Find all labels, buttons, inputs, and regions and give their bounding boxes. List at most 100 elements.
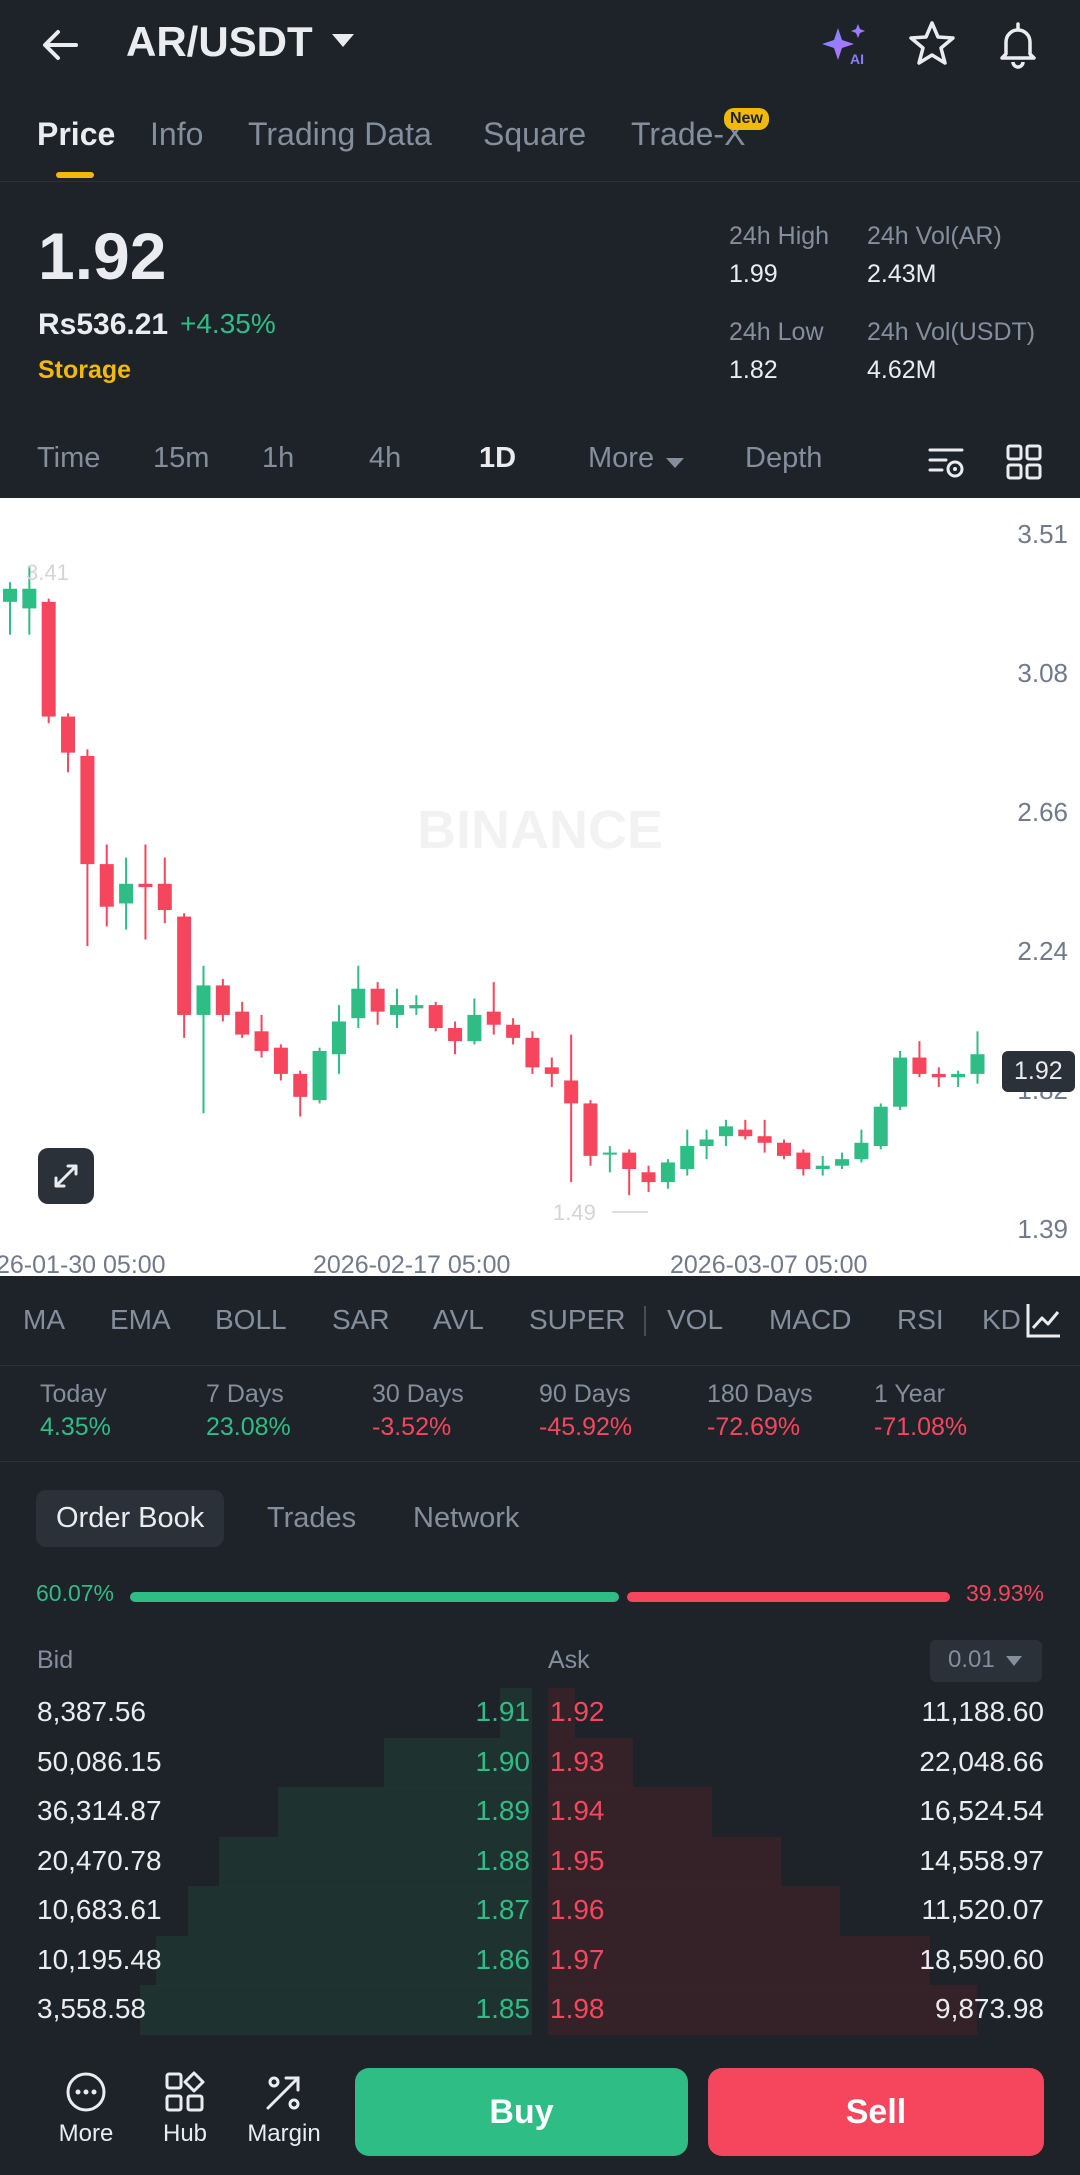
candle-body <box>312 1050 327 1101</box>
indicator-bar: MA EMA BOLL SAR AVL SUPER VOL MACD RSI K… <box>0 1278 1080 1366</box>
tf-more[interactable]: More <box>588 442 655 474</box>
bid-qty: 36,314.87 <box>37 1795 162 1826</box>
last-price-tag: 1.92 <box>1002 1051 1075 1092</box>
bid-price: 1.88 <box>475 1844 531 1876</box>
favorite-star-icon[interactable] <box>906 18 958 70</box>
ask-price: 1.96 <box>550 1894 605 1925</box>
candle-body <box>351 988 366 1019</box>
indicator-kd[interactable]: KD <box>982 1304 1021 1335</box>
x-tick: 26-01-30 05:00 <box>0 1251 166 1276</box>
tf-1d[interactable]: 1D <box>479 442 517 474</box>
candle-body <box>641 1172 656 1183</box>
indicator-boll[interactable]: BOLL <box>215 1304 287 1335</box>
indicator-settings-icon[interactable] <box>1024 1300 1064 1340</box>
ask-depth-bar <box>548 1985 978 2035</box>
orderbook-row[interactable]: 50,086.15 1.90 1.93 22,048.66 <box>0 1737 1080 1788</box>
nav-margin[interactable]: Margin <box>239 2070 329 2148</box>
nav-hub[interactable]: Hub <box>140 2070 230 2148</box>
candle-body <box>138 883 153 888</box>
bid-depth-bar <box>500 1688 532 1738</box>
more-caret-icon <box>666 458 684 468</box>
candle-body <box>157 883 172 911</box>
price-change: +4.35% <box>180 308 276 339</box>
indicator-sar[interactable]: SAR <box>332 1304 390 1335</box>
tab-trading-data[interactable]: Trading Data <box>248 116 432 152</box>
tab-info[interactable]: Info <box>150 116 204 152</box>
grid-layout-icon[interactable] <box>1004 442 1044 482</box>
fullscreen-expand-button[interactable] <box>38 1148 94 1204</box>
y-tick: 2.24 <box>1017 936 1068 966</box>
tab-square[interactable]: Square <box>483 116 587 152</box>
depth-value: 0.01 <box>948 1646 995 1673</box>
header: AR/USDT AI <box>0 0 1080 90</box>
candle-body <box>409 1005 424 1009</box>
pair-dropdown-caret-icon[interactable] <box>332 34 354 47</box>
pair-title[interactable]: AR/USDT <box>126 18 313 65</box>
candlestick-chart[interactable]: BINANCE 3.51 3.08 2.66 2.24 1.82 1.39 26… <box>0 498 1080 1276</box>
candle-body <box>428 1005 443 1029</box>
bell-icon[interactable] <box>992 18 1044 70</box>
candle-body <box>273 1047 288 1074</box>
orderbook-row[interactable]: 8,387.56 1.91 1.92 11,188.60 <box>0 1688 1080 1738</box>
orderbook-row[interactable]: 20,470.78 1.88 1.95 14,558.97 <box>0 1836 1080 1887</box>
buy-button[interactable]: Buy <box>355 2068 688 2156</box>
indicator-vol[interactable]: VOL <box>667 1304 724 1335</box>
sell-button[interactable]: Sell <box>708 2068 1044 2156</box>
ask-depth-bar <box>548 1886 840 1936</box>
indicator-ema[interactable]: EMA <box>110 1304 171 1335</box>
perf-value: -45.92% <box>539 1413 633 1441</box>
orderbook-row[interactable]: 3,558.58 1.85 1.98 9,873.98 <box>0 1985 1080 2035</box>
ai-sparkle-icon[interactable]: AI <box>820 20 872 68</box>
nav-more[interactable]: More <box>41 2070 131 2148</box>
expand-icon <box>54 1164 78 1188</box>
category-tag[interactable]: Storage <box>38 356 132 384</box>
tab-network[interactable]: Network <box>413 1502 520 1534</box>
bid-qty: 10,683.61 <box>37 1894 162 1925</box>
tf-time[interactable]: Time <box>37 442 101 474</box>
candle-body <box>370 988 385 1012</box>
tab-price[interactable]: Price <box>37 116 116 152</box>
low-label: 24h Low <box>729 318 824 346</box>
perf-value: -72.69% <box>707 1413 801 1441</box>
perf-1y: 1 Year -71.08% <box>874 1380 967 1442</box>
orderbook-row[interactable]: 10,683.61 1.87 1.96 11,520.07 <box>0 1886 1080 1936</box>
candle-body <box>583 1103 598 1156</box>
perf-30d: 30 Days -3.52% <box>372 1380 464 1442</box>
chart-settings-icon[interactable] <box>926 442 966 482</box>
perf-value: -71.08% <box>874 1413 968 1441</box>
new-badge: New <box>724 108 769 130</box>
indicator-ma[interactable]: MA <box>23 1304 65 1335</box>
ask-price: 1.93 <box>550 1745 605 1777</box>
orderbook-row[interactable]: 36,314.87 1.89 1.94 16,524.54 <box>0 1787 1080 1837</box>
ask-price: 1.95 <box>550 1844 605 1876</box>
tf-depth[interactable]: Depth <box>745 442 823 474</box>
orderbook-rows: 8,387.56 1.91 1.92 11,188.60 50,086.15 1.90 1.… <box>0 1688 1080 2038</box>
tab-trades[interactable]: Trades <box>267 1502 357 1534</box>
nav-margin-label: Margin <box>247 2120 321 2147</box>
tab-order-book[interactable]: Order Book <box>36 1490 225 1547</box>
tf-4h[interactable]: 4h <box>369 442 402 474</box>
indicator-super[interactable]: SUPER <box>529 1304 626 1335</box>
vol-usdt-value: 4.62M <box>867 356 937 384</box>
nav-more-label: More <box>58 2120 114 2147</box>
bottom-action-bar: More Hub Margin Buy Sell <box>0 2050 1080 2175</box>
perf-label: 30 Days <box>372 1380 464 1408</box>
candle-body <box>699 1139 714 1147</box>
perf-label: 90 Days <box>539 1380 631 1408</box>
tf-1h[interactable]: 1h <box>262 442 295 474</box>
candle-body <box>777 1142 791 1156</box>
tf-15m[interactable]: 15m <box>153 442 210 474</box>
indicator-rsi[interactable]: RSI <box>897 1304 944 1335</box>
depth-precision-select[interactable]: 0.01 <box>930 1640 1042 1682</box>
candle-body <box>757 1136 772 1143</box>
orderbook-row[interactable]: 10,195.48 1.86 1.97 18,590.60 <box>0 1935 1080 1986</box>
more-dots-icon <box>66 2072 106 2112</box>
chart-canvas[interactable]: BINANCE 3.51 3.08 2.66 2.24 1.82 1.39 26… <box>0 498 1080 1276</box>
indicator-macd[interactable]: MACD <box>769 1304 852 1335</box>
indicator-avl[interactable]: AVL <box>433 1304 484 1335</box>
back-arrow-icon[interactable] <box>36 20 86 70</box>
candle-body <box>177 916 192 1015</box>
candle-body <box>119 883 134 904</box>
candle-body <box>80 755 95 865</box>
candle-body <box>215 985 230 1015</box>
